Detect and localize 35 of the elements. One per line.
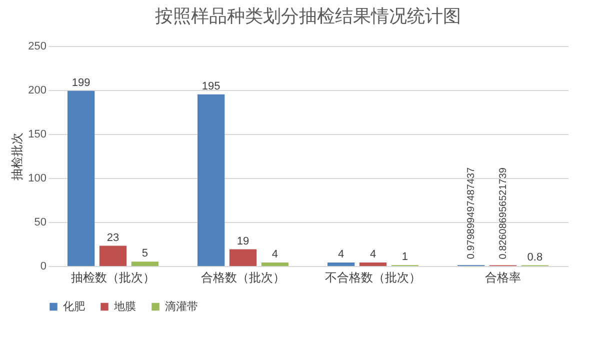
y-tick-label: 200 <box>28 84 46 96</box>
bar <box>99 246 127 266</box>
legend-label: 滴灌带 <box>165 300 198 313</box>
y-tick-label: 50 <box>34 216 46 228</box>
data-label: 4 <box>272 248 278 260</box>
bar <box>68 90 95 266</box>
bar <box>261 262 288 266</box>
data-label: 195 <box>202 80 220 92</box>
x-tick-label: 不合格数（批次） <box>325 270 421 284</box>
data-label: 4 <box>338 248 344 260</box>
data-label: 4 <box>370 248 376 260</box>
data-label: 199 <box>72 76 90 89</box>
y-tick-label: 250 <box>28 40 46 52</box>
data-label: 0.826086956521739 <box>498 167 509 260</box>
bar <box>131 262 158 266</box>
y-tick-label: 150 <box>28 128 46 140</box>
bar <box>328 262 355 266</box>
data-label: 1 <box>402 251 408 264</box>
x-tick-label: 合格数（批次） <box>201 270 285 284</box>
y-tick-label: 100 <box>28 172 46 184</box>
x-tick-label: 合格率 <box>485 270 521 284</box>
data-label: 5 <box>142 248 148 260</box>
bar <box>359 262 387 266</box>
bar <box>229 249 257 266</box>
chart-title: 按照样品种类划分抽检结果情况统计图 <box>155 6 461 26</box>
y-tick-label: 0 <box>40 260 46 272</box>
data-label: 23 <box>106 232 120 244</box>
data-label: 0.8 <box>527 251 543 264</box>
data-label: 19 <box>236 235 250 248</box>
x-tick-label: 抽检数（批次） <box>71 270 155 284</box>
y-axis-title: 抽检批次 <box>10 132 24 180</box>
data-label: 0.979899497487437 <box>466 166 478 260</box>
legend-label: 化肥 <box>63 300 85 313</box>
legend-label: 地膜 <box>113 300 136 313</box>
bar <box>198 94 225 266</box>
